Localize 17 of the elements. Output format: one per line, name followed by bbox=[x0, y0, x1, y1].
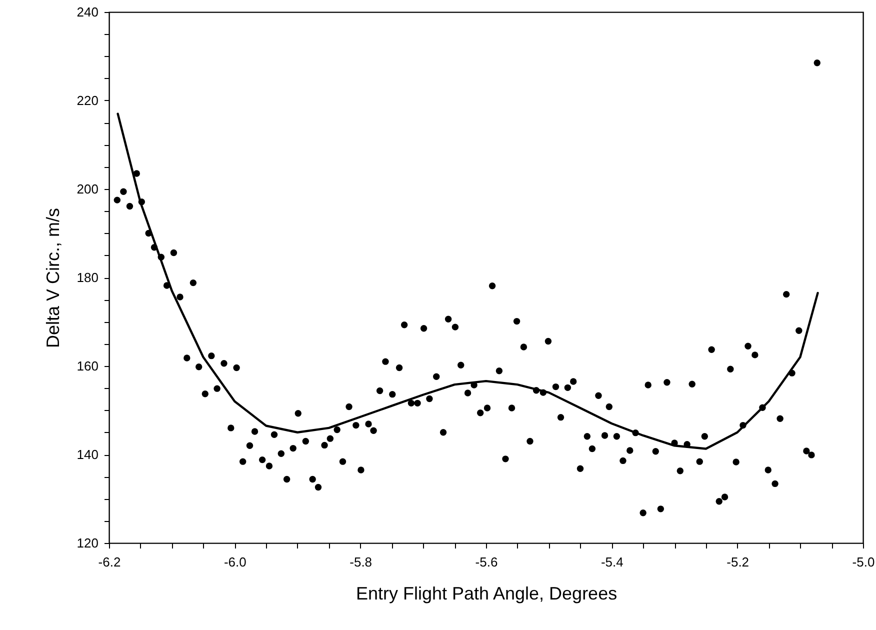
y-tick-label: 200 bbox=[76, 182, 98, 196]
y-tick-label: 180 bbox=[76, 270, 98, 285]
x-tick-label: -5.0 bbox=[852, 554, 875, 570]
y-tick-label: 220 bbox=[76, 93, 98, 108]
x-tick-label: -5.6 bbox=[475, 554, 498, 570]
x-tick-label: -5.2 bbox=[726, 554, 750, 570]
y-tick-label: 120 bbox=[76, 536, 98, 550]
y-tick-label: 160 bbox=[76, 358, 98, 374]
x-axis-title: Entry Flight Path Angle, Degrees bbox=[356, 584, 618, 604]
x-tick-label: -5.4 bbox=[600, 554, 624, 570]
x-tick-label: -5.8 bbox=[350, 554, 372, 570]
y-axis-title: Delta V Circ., m/s bbox=[42, 208, 63, 348]
x-tick-label: -6.0 bbox=[224, 554, 246, 570]
y-tick-label: 140 bbox=[76, 447, 98, 462]
y-tick-label: 240 bbox=[76, 4, 98, 20]
x-tick-label: -6.2 bbox=[98, 554, 121, 570]
line-series bbox=[116, 112, 819, 450]
